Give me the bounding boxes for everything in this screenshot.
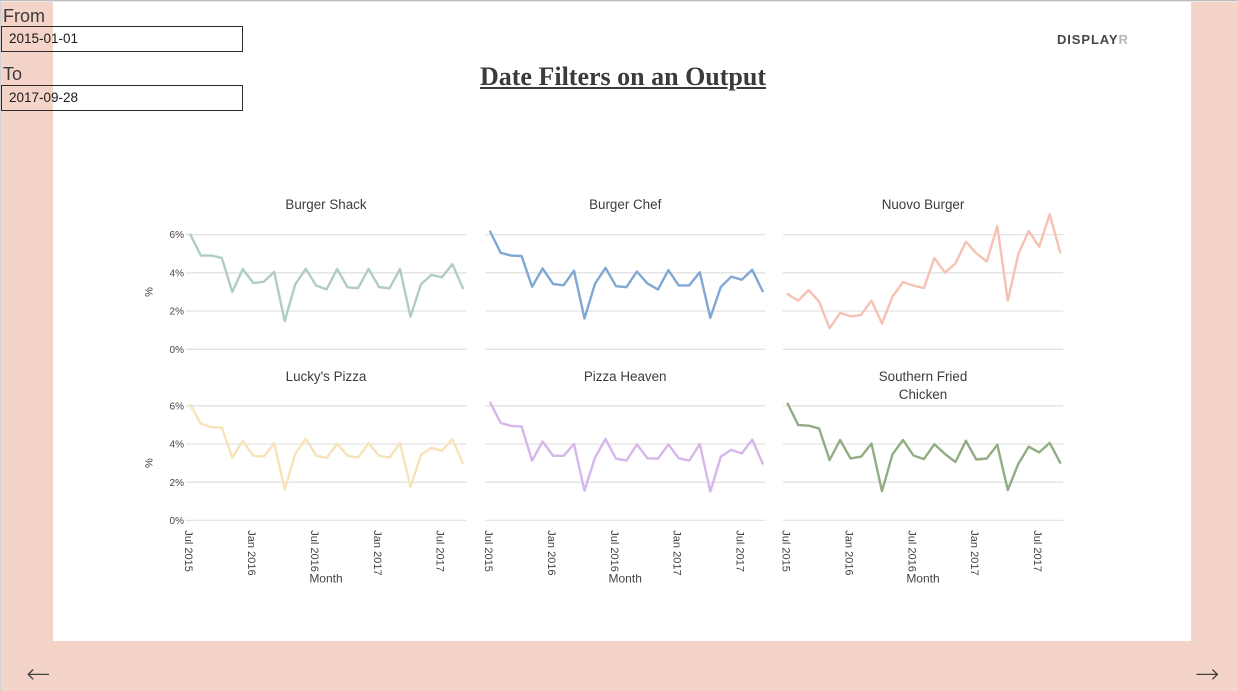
svg-text:Southern Fried: Southern Fried: [879, 369, 968, 384]
svg-text:2%: 2%: [170, 478, 185, 489]
svg-text:Jan 2017: Jan 2017: [671, 530, 683, 575]
svg-text:Jul 2017: Jul 2017: [434, 530, 446, 572]
svg-text:Jul 2015: Jul 2015: [182, 530, 194, 572]
svg-text:0%: 0%: [170, 516, 185, 527]
svg-text:Month: Month: [609, 572, 642, 586]
svg-text:Month: Month: [309, 572, 342, 586]
svg-text:Burger Shack: Burger Shack: [285, 197, 366, 212]
svg-text:Lucky's Pizza: Lucky's Pizza: [286, 369, 367, 384]
svg-text:6%: 6%: [170, 401, 185, 412]
svg-text:Chicken: Chicken: [899, 387, 947, 402]
svg-text:Jan 2016: Jan 2016: [245, 530, 257, 575]
svg-text:6%: 6%: [170, 230, 185, 241]
svg-text:Jul 2016: Jul 2016: [905, 530, 917, 572]
svg-text:0%: 0%: [170, 345, 185, 356]
svg-text:Jul 2016: Jul 2016: [608, 530, 620, 572]
svg-text:Jan 2016: Jan 2016: [545, 530, 557, 575]
svg-text:Jan 2017: Jan 2017: [371, 530, 383, 575]
svg-text:Jul 2017: Jul 2017: [1031, 530, 1043, 572]
svg-text:%: %: [144, 458, 156, 468]
svg-text:Nuovo Burger: Nuovo Burger: [882, 197, 965, 212]
svg-text:4%: 4%: [170, 440, 185, 451]
svg-text:4%: 4%: [170, 268, 185, 279]
svg-text:Jul 2016: Jul 2016: [308, 530, 320, 572]
svg-text:Jan 2016: Jan 2016: [842, 530, 854, 575]
svg-text:%: %: [144, 287, 156, 297]
svg-text:Burger Chef: Burger Chef: [589, 197, 661, 212]
svg-text:2%: 2%: [170, 307, 185, 318]
svg-text:Jan 2017: Jan 2017: [968, 530, 980, 575]
svg-text:Jul 2015: Jul 2015: [482, 530, 494, 572]
svg-text:Month: Month: [906, 572, 939, 586]
svg-text:Jul 2017: Jul 2017: [734, 530, 746, 572]
svg-text:Pizza Heaven: Pizza Heaven: [584, 369, 667, 384]
svg-text:Jul 2015: Jul 2015: [780, 530, 792, 572]
